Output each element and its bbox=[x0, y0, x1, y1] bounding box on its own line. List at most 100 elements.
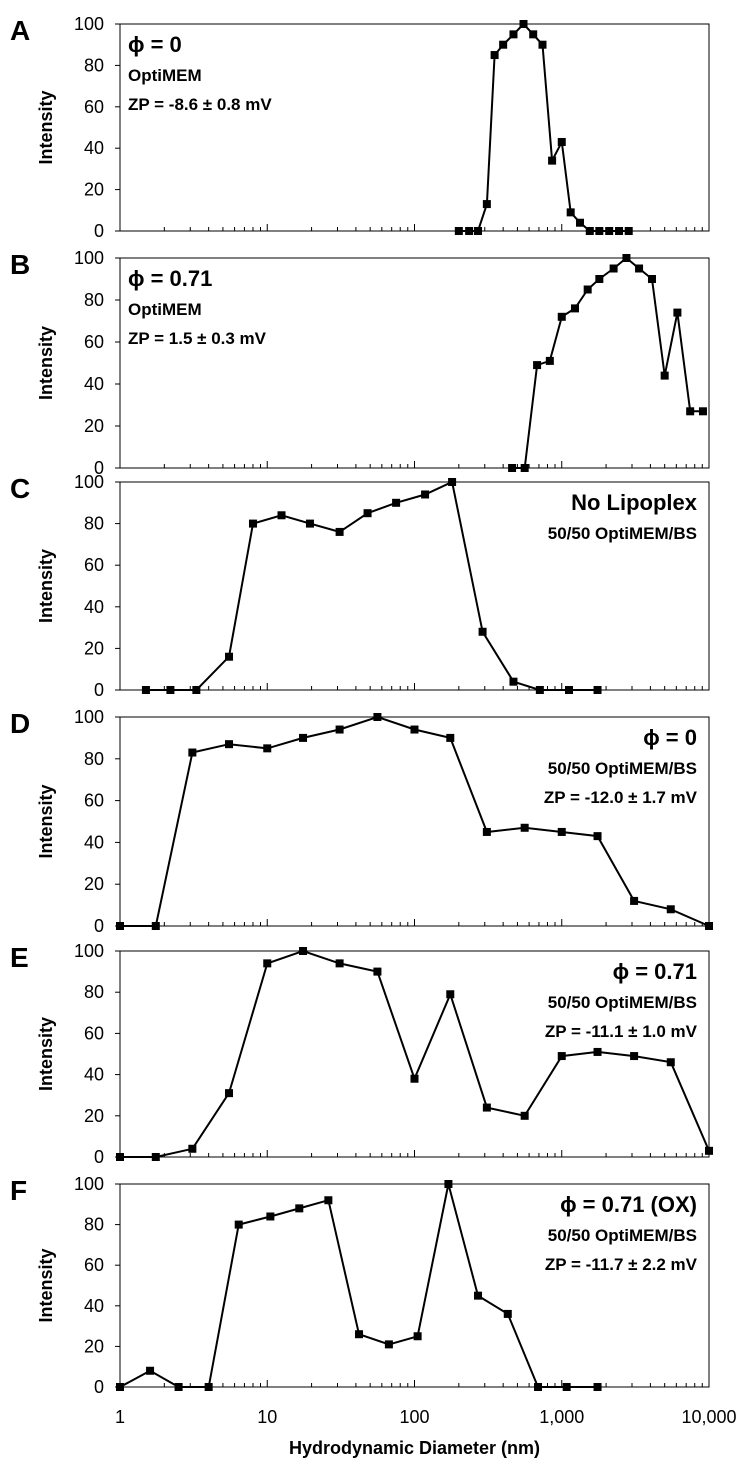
data-point bbox=[538, 40, 547, 49]
y-tick-label: 80 bbox=[84, 514, 104, 534]
y-tick-label: 80 bbox=[84, 749, 104, 769]
data-point bbox=[509, 677, 518, 686]
data-point bbox=[593, 1383, 602, 1391]
data-point bbox=[557, 312, 566, 321]
y-tick-label: 100 bbox=[74, 707, 104, 727]
data-point bbox=[392, 498, 401, 507]
panel-annotation: 50/50 OptiMEM/BS bbox=[548, 993, 697, 1012]
y-tick-label: 20 bbox=[84, 1336, 104, 1356]
data-point bbox=[373, 713, 382, 721]
series-line bbox=[119, 1183, 598, 1388]
y-tick-label: 40 bbox=[84, 138, 104, 158]
plot-frame bbox=[119, 23, 710, 232]
data-point bbox=[116, 922, 124, 930]
y-tick-label: 60 bbox=[84, 555, 104, 575]
data-point bbox=[622, 254, 631, 262]
data-point bbox=[490, 51, 499, 60]
data-point bbox=[647, 275, 656, 283]
panel-annotation: ZP = -11.7 ± 2.2 mV bbox=[545, 1255, 698, 1274]
data-point bbox=[335, 527, 344, 536]
x-tick-label: 10,000 bbox=[681, 1407, 736, 1427]
data-point bbox=[174, 1383, 183, 1391]
data-point bbox=[248, 519, 257, 528]
panel-letter: D bbox=[10, 708, 30, 739]
panel-letter: E bbox=[10, 942, 29, 973]
y-tick-label: 20 bbox=[84, 638, 104, 658]
panel-title: ϕ = 0 bbox=[643, 725, 697, 750]
series-line bbox=[458, 22, 629, 232]
panel-c: 0 20 40 60 80 100 Intensity C No Lipoplex 50/50 O… bbox=[10, 472, 710, 700]
data-point bbox=[225, 652, 234, 661]
data-point bbox=[295, 1204, 304, 1213]
data-point bbox=[373, 967, 382, 976]
y-tick-label: 0 bbox=[94, 221, 104, 241]
data-point bbox=[146, 1366, 155, 1375]
data-point bbox=[630, 896, 639, 905]
y-tick-label: 60 bbox=[84, 97, 104, 117]
data-point bbox=[534, 1383, 543, 1391]
data-point bbox=[482, 200, 491, 209]
panel-annotation: ZP = 1.5 ± 0.3 mV bbox=[128, 329, 267, 348]
y-axis-label: Intensity bbox=[36, 1248, 56, 1322]
data-point bbox=[605, 227, 614, 235]
y-tick-label: 20 bbox=[84, 1106, 104, 1126]
data-point bbox=[609, 264, 618, 273]
y-axis-label: Intensity bbox=[36, 326, 56, 400]
data-point bbox=[335, 725, 344, 734]
data-point bbox=[533, 361, 542, 370]
data-point bbox=[595, 275, 604, 283]
y-axis-label: Intensity bbox=[36, 784, 56, 858]
data-point bbox=[698, 407, 707, 416]
series-line bbox=[145, 480, 598, 691]
data-point bbox=[557, 137, 566, 146]
panel-title: ϕ = 0.71 (OX) bbox=[560, 1192, 697, 1217]
y-tick-label: 20 bbox=[84, 180, 104, 200]
data-point bbox=[299, 733, 308, 742]
data-point bbox=[413, 1332, 422, 1341]
data-point bbox=[204, 1383, 213, 1391]
data-point bbox=[277, 511, 286, 520]
data-point bbox=[482, 1103, 491, 1112]
y-tick-label: 40 bbox=[84, 1065, 104, 1085]
data-point bbox=[225, 740, 234, 749]
data-point bbox=[557, 1052, 566, 1061]
data-point bbox=[535, 686, 544, 694]
data-point bbox=[593, 1047, 602, 1056]
data-point bbox=[474, 1291, 483, 1300]
data-point bbox=[529, 30, 538, 39]
data-point bbox=[660, 371, 669, 380]
data-point bbox=[355, 1330, 364, 1339]
data-point bbox=[299, 947, 308, 955]
y-tick-label: 80 bbox=[84, 1215, 104, 1235]
data-point bbox=[557, 827, 566, 836]
panel-annotation: OptiMEM bbox=[128, 66, 202, 85]
x-tick-label: 100 bbox=[399, 1407, 429, 1427]
data-point bbox=[446, 733, 455, 742]
data-point bbox=[705, 922, 713, 930]
y-tick-label: 80 bbox=[84, 982, 104, 1002]
data-point bbox=[519, 20, 528, 28]
y-tick-label: 40 bbox=[84, 832, 104, 852]
y-tick-label: 80 bbox=[84, 55, 104, 75]
data-point bbox=[570, 304, 579, 313]
data-point bbox=[421, 490, 430, 499]
data-point bbox=[324, 1196, 333, 1205]
y-tick-label: 0 bbox=[94, 1147, 104, 1167]
y-tick-label: 0 bbox=[94, 1377, 104, 1397]
y-tick-label: 40 bbox=[84, 597, 104, 617]
data-point bbox=[474, 227, 483, 235]
y-tick-label: 0 bbox=[94, 916, 104, 936]
data-point bbox=[520, 1111, 529, 1120]
data-point bbox=[266, 1212, 275, 1221]
panel-annotation: ZP = -8.6 ± 0.8 mV bbox=[128, 95, 272, 114]
y-tick-label: 60 bbox=[84, 332, 104, 352]
data-point bbox=[624, 227, 633, 235]
x-tick-label: 1,000 bbox=[539, 1407, 584, 1427]
data-point bbox=[503, 1309, 512, 1318]
data-point bbox=[520, 823, 529, 832]
y-axis-label: Intensity bbox=[36, 549, 56, 623]
data-point bbox=[564, 686, 573, 694]
data-point bbox=[263, 744, 272, 753]
y-tick-label: 60 bbox=[84, 1255, 104, 1275]
data-point bbox=[151, 1153, 160, 1161]
